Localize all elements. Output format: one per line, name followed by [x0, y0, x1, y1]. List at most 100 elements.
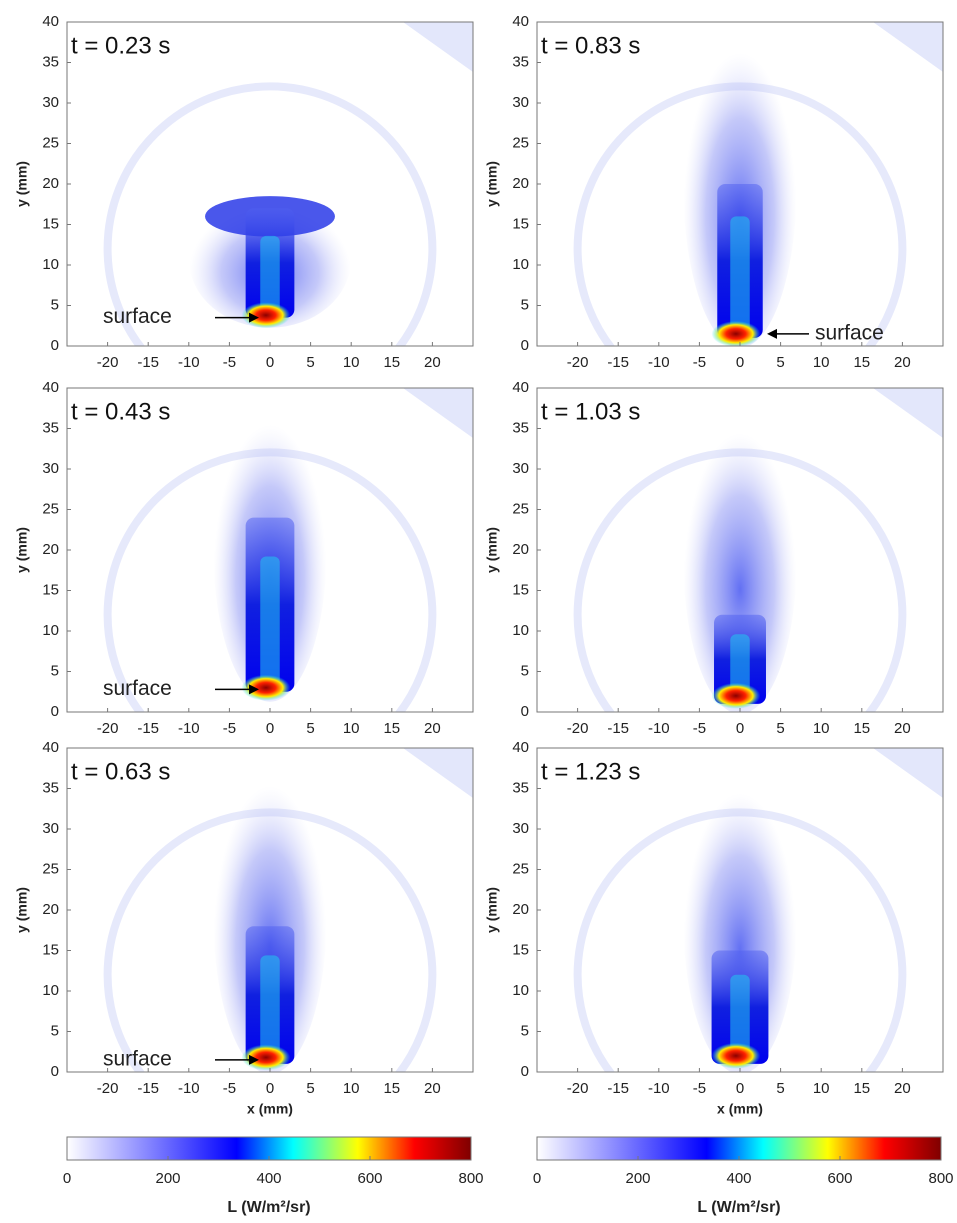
colorbar-tick-label: 800	[928, 1170, 953, 1187]
x-tick-label: 10	[813, 720, 830, 737]
plume-hot	[241, 1044, 291, 1071]
x-tick-label: 15	[383, 1080, 400, 1097]
x-tick-label: -5	[693, 1080, 706, 1097]
heatmap-panel: 0 5 10 15 20 25 30 35 40 -20 -15 -10 -5 0 5 10 15 20 t = 0…	[14, 739, 474, 1117]
y-tick-label: 30	[42, 460, 59, 477]
colorbar-tick-label: 200	[155, 1170, 180, 1187]
y-tick-label: 10	[512, 982, 529, 999]
x-tick-label: 15	[383, 354, 400, 371]
x-tick-label: -10	[648, 1080, 670, 1097]
x-tick-label: -20	[567, 720, 589, 737]
y-tick-label: 0	[521, 703, 529, 720]
x-tick-label: 5	[776, 1080, 784, 1097]
y-tick-label: 30	[512, 460, 529, 477]
x-tick-label: -15	[137, 1080, 159, 1097]
y-tick-label: 10	[512, 622, 529, 639]
x-tick-label: 20	[424, 1080, 441, 1097]
plume-halo	[213, 754, 327, 1072]
heatmap-panel: 0 5 10 15 20 25 30 35 40 -20 -15 -10 -5 0 5 10 15 20 t = 0…	[484, 13, 944, 371]
x-tick-label: 20	[894, 354, 911, 371]
heatmap-panel: 0 5 10 15 20 25 30 35 40 -20 -15 -10 -5 0 5 10 15 20 t = 0…	[14, 13, 474, 371]
y-tick-label: 35	[512, 53, 529, 70]
x-tick-label: 0	[266, 1080, 274, 1097]
y-tick-label: 35	[42, 53, 59, 70]
plume-inner	[730, 216, 750, 338]
y-tick-label: 10	[42, 622, 59, 639]
heatmap-image	[573, 388, 943, 712]
y-tick-label: 0	[521, 337, 529, 354]
y-tick-label: 15	[42, 215, 59, 232]
x-tick-label: -15	[137, 720, 159, 737]
colorbar-label: L (W/m²/sr)	[227, 1199, 310, 1216]
heatmap-image	[103, 22, 473, 346]
y-tick-label: 40	[42, 13, 59, 30]
y-tick-label: 30	[42, 94, 59, 111]
y-tick-label: 15	[512, 941, 529, 958]
y-tick-label: 20	[512, 901, 529, 918]
y-tick-label: 35	[42, 419, 59, 436]
x-tick-label: 0	[736, 1080, 744, 1097]
x-tick-label: -10	[648, 720, 670, 737]
x-tick-label: 10	[343, 354, 360, 371]
y-axis-label: y (mm)	[484, 527, 500, 573]
x-tick-label: 20	[424, 354, 441, 371]
y-tick-label: 5	[521, 662, 529, 679]
x-tick-label: -15	[137, 354, 159, 371]
x-tick-label: -5	[223, 354, 236, 371]
x-tick-label: -10	[178, 354, 200, 371]
colorbar-tick-label: 0	[533, 1170, 541, 1187]
annotation: surface	[103, 1047, 172, 1070]
x-tick-label: 20	[894, 1080, 911, 1097]
y-tick-label: 25	[512, 860, 529, 877]
y-tick-label: 0	[51, 337, 59, 354]
heatmap-panel: 0 5 10 15 20 25 30 35 40 -20 -15 -10 -5 0 5 10 15 20 t = 1…	[484, 379, 944, 737]
y-tick-label: 10	[42, 256, 59, 273]
plume-hot	[711, 1042, 761, 1069]
y-tick-label: 35	[512, 419, 529, 436]
colorbar-tick-label: 400	[726, 1170, 751, 1187]
y-tick-label: 25	[512, 500, 529, 517]
heatmap-panel: 0 5 10 15 20 25 30 35 40 -20 -15 -10 -5 0 5 10 15 20 t = 0…	[14, 379, 474, 737]
colorbar-tick-label: 400	[256, 1170, 281, 1187]
x-tick-label: -10	[178, 720, 200, 737]
y-tick-label: 20	[512, 175, 529, 192]
x-tick-label: -20	[97, 1080, 119, 1097]
x-axis-label: x (mm)	[717, 1101, 763, 1117]
arrow-head	[249, 312, 259, 323]
annotation: surface	[103, 305, 172, 328]
y-axis-label: y (mm)	[14, 161, 30, 207]
y-tick-label: 35	[42, 779, 59, 796]
x-tick-label: 10	[343, 720, 360, 737]
corner-glow	[403, 22, 473, 72]
x-tick-label: 0	[266, 354, 274, 371]
y-tick-label: 40	[512, 739, 529, 756]
y-tick-label: 15	[42, 581, 59, 598]
y-tick-label: 5	[51, 1022, 59, 1039]
x-tick-label: 0	[266, 720, 274, 737]
panel-title: t = 1.03 s	[541, 398, 640, 425]
plume-inner	[730, 974, 750, 1064]
y-tick-label: 20	[42, 901, 59, 918]
x-tick-label: -20	[97, 720, 119, 737]
y-tick-label: 20	[42, 175, 59, 192]
y-tick-label: 0	[521, 1063, 529, 1080]
y-axis-label: y (mm)	[484, 887, 500, 933]
y-axis-label: y (mm)	[14, 887, 30, 933]
heatmap-image	[573, 22, 943, 346]
y-tick-label: 35	[512, 779, 529, 796]
annotation: surface	[815, 321, 884, 344]
y-tick-label: 30	[512, 820, 529, 837]
x-tick-label: 5	[776, 720, 784, 737]
corner-glow	[873, 388, 943, 438]
x-tick-label: -20	[567, 1080, 589, 1097]
plume-hot	[241, 674, 291, 701]
colorbar-tick-label: 200	[625, 1170, 650, 1187]
x-tick-label: 10	[343, 1080, 360, 1097]
panel-title: t = 0.83 s	[541, 32, 640, 59]
arrow-head	[249, 684, 259, 695]
x-tick-label: -10	[648, 354, 670, 371]
y-tick-label: 5	[51, 296, 59, 313]
panel-title: t = 0.63 s	[71, 758, 170, 785]
x-tick-label: -15	[607, 720, 629, 737]
